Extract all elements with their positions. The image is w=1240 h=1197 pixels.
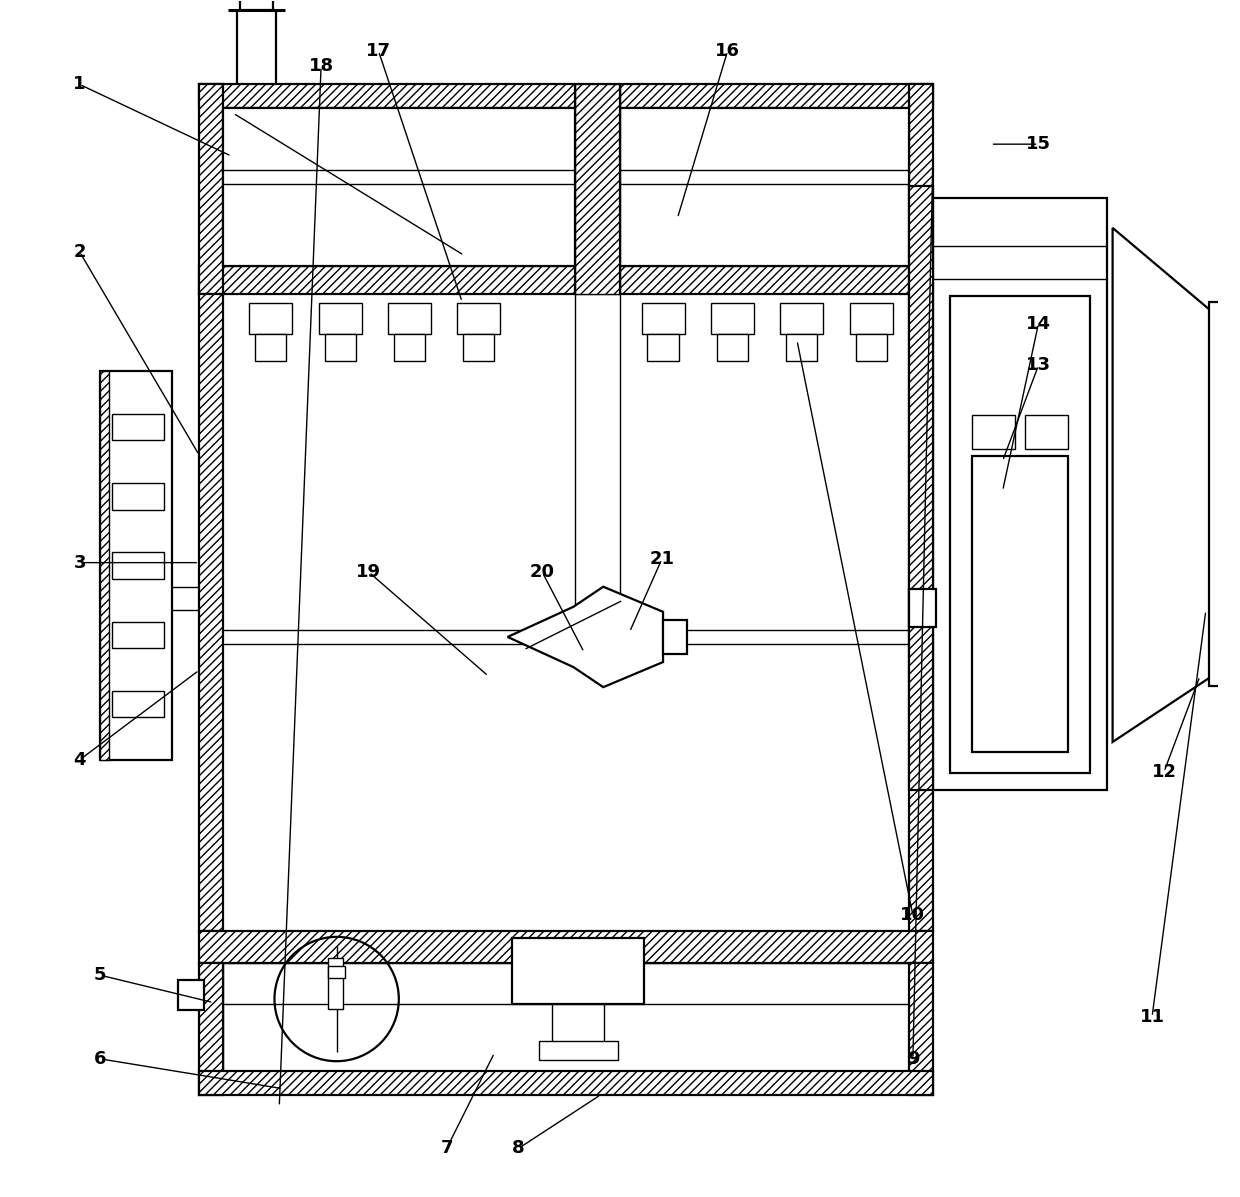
Bar: [223, 108, 909, 266]
Text: 16: 16: [715, 42, 740, 60]
Text: 7: 7: [440, 1140, 453, 1157]
Bar: [458, 303, 501, 334]
Bar: [255, 334, 286, 360]
Bar: [909, 589, 936, 627]
Bar: [200, 266, 934, 293]
Bar: [100, 371, 171, 760]
Text: 17: 17: [366, 42, 391, 60]
Bar: [239, 0, 273, 11]
Bar: [200, 1071, 934, 1095]
Bar: [100, 371, 109, 760]
Text: 2: 2: [73, 243, 86, 261]
Bar: [329, 959, 342, 1009]
Text: 15: 15: [1025, 135, 1052, 153]
Bar: [112, 484, 165, 510]
Text: 5: 5: [94, 966, 107, 984]
Bar: [464, 334, 495, 360]
Bar: [856, 334, 887, 360]
Bar: [641, 303, 684, 334]
Bar: [711, 303, 754, 334]
Bar: [112, 691, 165, 717]
Bar: [909, 186, 934, 790]
Bar: [394, 334, 425, 360]
Text: 4: 4: [73, 751, 86, 768]
Bar: [388, 303, 432, 334]
Bar: [909, 84, 934, 293]
Bar: [538, 1041, 618, 1061]
Bar: [786, 334, 817, 360]
Text: 3: 3: [73, 554, 86, 572]
Bar: [249, 303, 293, 334]
Bar: [112, 621, 165, 648]
Text: 9: 9: [906, 1050, 919, 1068]
Text: 20: 20: [529, 564, 554, 582]
Bar: [717, 334, 748, 360]
Bar: [329, 966, 345, 978]
Text: 21: 21: [650, 551, 675, 569]
Bar: [934, 198, 1106, 790]
Bar: [849, 303, 893, 334]
Bar: [325, 334, 356, 360]
Bar: [112, 553, 165, 579]
Bar: [200, 293, 223, 931]
Bar: [1209, 302, 1229, 686]
Bar: [319, 303, 362, 334]
Text: 19: 19: [356, 564, 382, 582]
Text: 12: 12: [1152, 762, 1177, 780]
Bar: [1024, 415, 1069, 449]
Bar: [112, 414, 165, 440]
Bar: [574, 84, 620, 293]
Bar: [663, 620, 687, 654]
Bar: [647, 334, 678, 360]
Bar: [909, 293, 934, 931]
Bar: [971, 415, 1016, 449]
Bar: [909, 964, 934, 1095]
Bar: [223, 964, 909, 1071]
Bar: [971, 456, 1069, 752]
Bar: [950, 296, 1090, 773]
Text: 13: 13: [1025, 357, 1052, 375]
Bar: [780, 303, 823, 334]
Bar: [512, 938, 644, 1004]
Text: 8: 8: [512, 1140, 525, 1157]
Text: 14: 14: [1025, 315, 1052, 333]
Text: 11: 11: [1140, 1008, 1164, 1026]
Bar: [200, 84, 223, 293]
Text: 18: 18: [309, 57, 334, 75]
Text: 6: 6: [94, 1050, 107, 1068]
Polygon shape: [1112, 227, 1211, 742]
Text: 1: 1: [73, 75, 86, 93]
Bar: [200, 84, 934, 108]
Bar: [177, 980, 203, 1010]
Text: 10: 10: [900, 906, 925, 924]
Polygon shape: [507, 587, 663, 687]
Bar: [200, 931, 934, 964]
Bar: [200, 964, 223, 1095]
